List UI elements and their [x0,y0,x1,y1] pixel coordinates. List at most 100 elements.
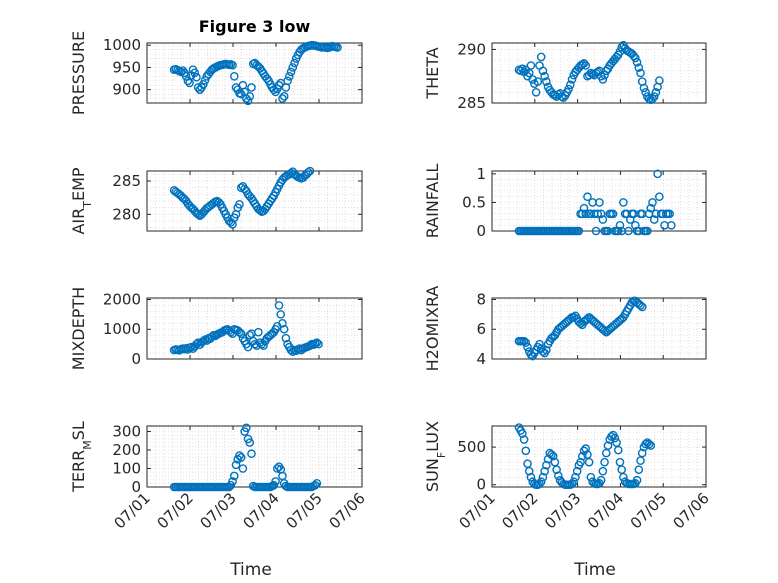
data-point [231,460,241,470]
y-axis-label: MIXDEPTH [69,287,88,370]
data-point [542,77,551,86]
panel-rainfall: 0 0.5 1 RAINFALL [423,164,707,240]
data-point [547,450,556,459]
data-point [531,87,541,97]
panel-air-temp: 280 285 AIRTEMP [69,166,363,235]
data-point [538,66,548,76]
y-tick-label: 0 [131,350,141,368]
data-point [526,61,536,70]
data-point [646,441,656,450]
data-point [283,76,292,86]
data-point [615,220,625,230]
panel-theta: 285 290 THETA [423,40,707,112]
data-point [193,210,203,219]
data-point [648,94,657,104]
data-point [276,310,286,319]
data-point [286,67,296,77]
y-tick-label: 0 [476,476,486,494]
x-tick-label: 07/02 [154,489,197,532]
data-point [576,457,585,467]
y-tick-label: 4 [476,350,486,368]
data-point [278,94,287,103]
data-point [235,200,244,209]
data-point [524,466,534,476]
panel-sun-flux: 07/01 07/02 07/03 07/04 07/05 07/06 0 500 SUNFLU… [423,421,713,532]
data-point [619,198,628,207]
data-point [192,72,201,82]
y-tick-label: 6 [476,320,486,338]
data-point [567,479,577,489]
y-axis-label: H2OMIXRA [423,286,442,372]
y-tick-label: 2000 [103,290,141,308]
data-point [649,215,659,224]
data-point [310,480,320,490]
data-point [581,209,591,219]
data-point [542,345,551,355]
data-point [181,72,191,81]
data-point [305,166,315,176]
data-point [598,75,608,84]
data-point [600,326,609,336]
data-point [521,446,531,456]
data-point [536,477,546,487]
data-point [533,77,543,86]
data-point [314,339,323,349]
axes-outline [491,297,707,360]
data-point [281,333,291,343]
data-point [655,76,664,85]
data-point [667,220,676,230]
data-point [632,57,642,67]
y-tick-label: 280 [112,205,141,223]
data-point [636,301,645,310]
data-point [229,471,239,481]
data-point [608,209,618,219]
y-tick-label: 0 [131,478,141,496]
data-point [569,477,579,487]
data-point [579,203,589,213]
data-point [629,51,638,61]
data-point [185,78,194,88]
data-point [610,433,620,443]
x-tick-label: 07/01 [456,489,499,532]
data-point [288,347,298,356]
x-tick-label: 07/05 [283,489,326,532]
data-point [596,209,606,219]
panel-h2omixra: 4 6 8 H2OMIXRA [423,286,707,372]
data-point [591,226,601,236]
y-tick-label: 200 [112,441,141,459]
data-point [631,53,640,63]
data-point [584,457,594,467]
y-tick-label: 285 [457,94,486,112]
data-point [242,423,251,433]
y-tick-label: 500 [457,438,486,456]
data-point [269,85,279,94]
x-axis-label-right: Time [573,560,616,580]
data-point [644,439,654,449]
x-axis-label-left: Time [229,560,272,580]
y-tick-label: 300 [112,423,141,441]
data-point [653,169,662,179]
data-point [636,68,645,78]
data-point [574,226,584,236]
data-point [665,209,674,219]
data-point [279,324,289,334]
data-point [200,76,210,85]
data-point [540,466,549,476]
y-axis-label: PRESSURE [69,31,88,115]
data-point [646,203,656,213]
data-point [641,87,650,97]
y-tick-label: 285 [112,172,141,190]
data-point [651,87,661,97]
data-point [613,445,623,455]
data-point [192,339,201,349]
x-tick-label: 07/02 [498,489,541,532]
data-point [552,465,561,474]
x-tick-label: 07/04 [584,489,627,532]
x-tick-label: 07/06 [326,489,369,532]
data-point [639,83,649,93]
data-point [538,472,548,482]
data-point [641,439,650,449]
data-point [236,329,246,339]
data-point [333,43,342,52]
data-point [579,59,589,68]
